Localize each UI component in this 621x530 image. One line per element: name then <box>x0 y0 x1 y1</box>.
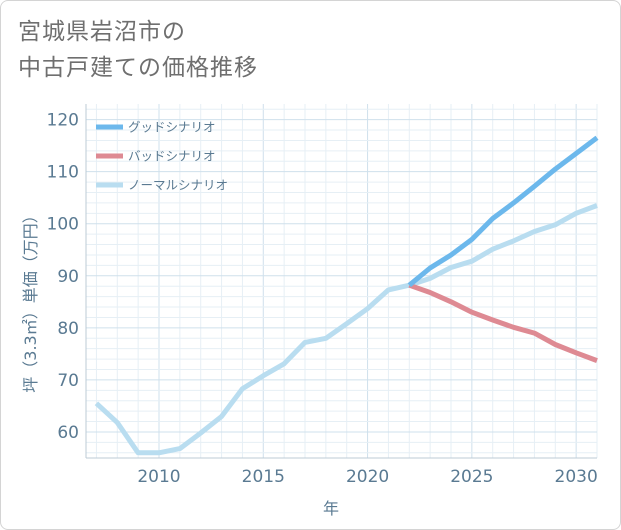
series-line-normal <box>94 203 598 456</box>
plot-area-border <box>85 104 597 459</box>
y-axis-label: 坪（3.3㎡）単価（万円） <box>21 207 40 392</box>
legend-label-bad: バッドシナリオ <box>128 149 216 164</box>
y-tick-label: 70 <box>57 371 79 391</box>
y-tick-label: 60 <box>57 423 79 443</box>
chart-title: 宮城県岩沼市の 中古戸建ての価格推移 <box>18 14 258 86</box>
legend-label-normal: ノーマルシナリオ <box>128 178 228 193</box>
x-tick-label: 2020 <box>346 467 389 487</box>
y-tick-label: 110 <box>47 163 79 183</box>
x-axis-ticks: 2010 2015 2020 2025 2030 <box>137 467 597 487</box>
x-tick-label: 2030 <box>555 467 598 487</box>
y-tick-label: 120 <box>47 111 79 131</box>
series-line-bad <box>408 282 598 363</box>
chart-title-line-1: 宮城県岩沼市の <box>18 19 186 45</box>
legend-label-good: グッドシナリオ <box>128 120 216 135</box>
x-tick-label: 2025 <box>450 467 493 487</box>
y-axis-ticks: 60 70 80 90 100 110 120 <box>47 111 79 443</box>
x-tick-label: 2015 <box>242 467 285 487</box>
y-tick-label: 100 <box>47 215 79 235</box>
x-axis-label: 年 <box>323 499 339 518</box>
series-lines <box>94 135 599 456</box>
x-tick-label: 2010 <box>137 467 180 487</box>
chart-title-line-2: 中古戸建ての価格推移 <box>18 55 258 81</box>
y-tick-label: 90 <box>57 267 79 287</box>
series-line-good <box>407 135 599 288</box>
y-tick-label: 80 <box>57 319 79 339</box>
